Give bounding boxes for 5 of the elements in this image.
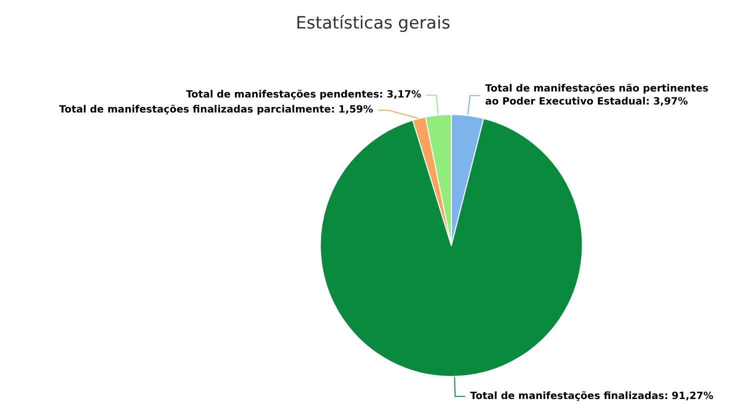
chart-title: Estatísticas gerais	[296, 14, 450, 34]
slice-label: Total de manifestações pendentes: 3,17%	[186, 90, 422, 101]
slice-label: Total de manifestações finalizadas parcialmente: 1,59%	[59, 104, 374, 116]
slice-label: Total de manifestações não pertinentes ao Poder Executivo Estadual: 3,97%	[485, 84, 712, 108]
slice-label: Total de manifestações finalizadas: 91,27%	[470, 390, 714, 402]
